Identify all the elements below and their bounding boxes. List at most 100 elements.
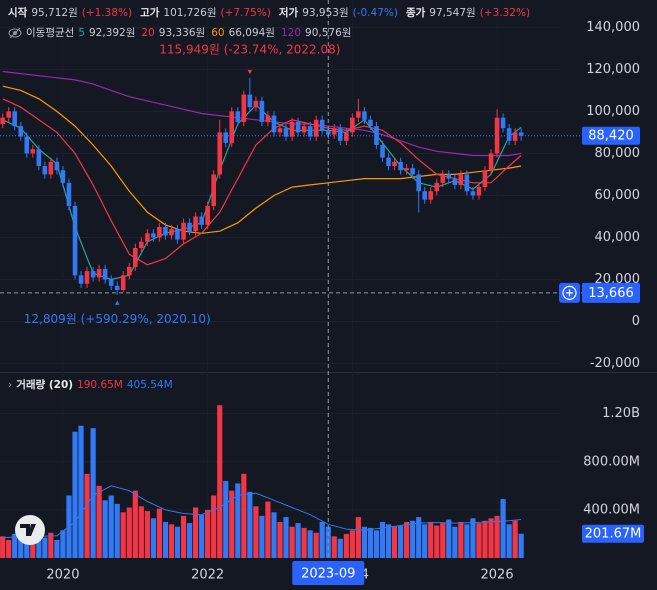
crosshair-x-label: 2023-09 xyxy=(301,567,355,582)
ma-period: 120 xyxy=(280,26,302,39)
volume-bar xyxy=(126,507,132,558)
ohlc-value: 101,726원 xyxy=(163,7,217,19)
candle-body xyxy=(211,174,216,206)
ma-value: 92,392원 xyxy=(89,27,136,39)
candle-body xyxy=(494,117,500,154)
volume-bar xyxy=(108,495,114,558)
volume-bar xyxy=(440,523,446,558)
x-tick-label: 2020 xyxy=(46,568,79,583)
candle-body xyxy=(398,161,403,171)
volume-bar xyxy=(271,512,277,558)
volume-bar xyxy=(162,521,169,558)
candle-body xyxy=(482,170,488,188)
volume-bar xyxy=(428,521,434,558)
candle-body xyxy=(54,161,60,171)
volume-bar xyxy=(482,520,488,558)
candle-body xyxy=(223,132,229,143)
ohlc-change: (+1.38%) xyxy=(81,6,133,19)
volume-bar xyxy=(410,520,416,558)
volume-bar xyxy=(48,532,54,558)
volume-bar xyxy=(355,517,361,558)
logo-mark xyxy=(20,524,36,536)
candle-body xyxy=(434,182,440,192)
candle-body xyxy=(410,168,415,175)
collapse-icon[interactable]: › xyxy=(8,378,13,391)
candle-body xyxy=(72,205,78,276)
candle-body xyxy=(84,271,90,284)
volume-bar xyxy=(12,533,18,558)
volume-bar xyxy=(36,535,42,558)
volume-bar xyxy=(470,518,476,558)
volume-bar xyxy=(434,525,440,558)
volume-bar xyxy=(253,506,259,558)
volume-bar xyxy=(277,521,283,558)
ma-period: 5 xyxy=(78,26,85,39)
x-tick-label: 2026 xyxy=(481,568,514,583)
candle-body xyxy=(259,100,265,122)
volume-bar xyxy=(120,512,126,558)
candle-body xyxy=(66,182,72,206)
y-tick-label: 40,000 xyxy=(595,230,641,245)
volume-bar xyxy=(60,530,66,558)
volume-bar xyxy=(488,518,494,558)
ohlc-change: (-0.47%) xyxy=(352,6,398,19)
candle-body xyxy=(139,241,144,248)
volume-pane xyxy=(0,405,524,558)
high-annotation: 115,949원 (-23.74%, 2022.08) xyxy=(159,42,340,56)
volume-bar xyxy=(30,538,36,558)
volume-tick-label: 400.00M xyxy=(583,502,640,517)
volume-bar xyxy=(132,490,138,558)
candle-body xyxy=(193,216,198,232)
volume-bar xyxy=(446,519,452,558)
candle-body xyxy=(253,100,259,108)
volume-bar xyxy=(337,538,343,558)
volume-title: 거래량 (20) xyxy=(16,379,74,391)
volume-bar xyxy=(150,518,156,558)
volume-bar xyxy=(72,431,78,558)
volume-bar xyxy=(307,530,313,558)
candle-body xyxy=(60,170,66,183)
volume-bar xyxy=(518,533,524,558)
volume-bar xyxy=(391,526,398,558)
ma-value: 93,336원 xyxy=(158,27,206,39)
ma-line xyxy=(2,70,522,157)
candle-body xyxy=(350,117,355,133)
y-tick-label: 120,000 xyxy=(586,62,640,77)
candle-body xyxy=(24,136,30,154)
volume-bar xyxy=(458,521,464,558)
candle-body xyxy=(470,191,476,196)
volume-bar xyxy=(90,428,96,558)
candle-body xyxy=(157,226,162,238)
volume-legend: › 거래량 (20) 190.65M 405.54M xyxy=(8,377,173,392)
candle-body xyxy=(169,229,174,236)
volume-bar xyxy=(42,537,48,558)
crosshair-y-label: 13,666 xyxy=(588,286,634,301)
ohlc-label: 저가 xyxy=(278,7,299,19)
candle-body xyxy=(229,111,235,143)
volume-bar xyxy=(186,523,193,558)
last-volume-label: 201.67M xyxy=(585,527,642,542)
crosshair-add-button[interactable] xyxy=(559,282,580,303)
crosshair-y-box xyxy=(582,282,640,303)
volume-bar xyxy=(54,539,60,558)
volume-bar xyxy=(223,481,229,558)
volume-bar xyxy=(235,483,241,558)
low-annotation: 12,809원 (+590.29%, 2020.10) xyxy=(24,312,211,326)
volume-bar xyxy=(500,499,506,558)
high-marker: ▾ xyxy=(248,67,253,77)
volume-bar xyxy=(283,517,289,558)
last-price-box xyxy=(582,126,640,145)
volume-bar xyxy=(211,495,217,558)
volume-bar xyxy=(259,515,265,558)
volume-bar xyxy=(295,523,301,558)
candle-body xyxy=(325,130,331,135)
candle-body xyxy=(404,168,409,171)
volume-bar xyxy=(379,521,386,558)
candle-body xyxy=(145,233,150,242)
volume-bar xyxy=(494,515,500,558)
volume-bar xyxy=(361,526,368,558)
candle-body xyxy=(247,94,253,108)
candle-body xyxy=(488,153,494,171)
eye-icon[interactable] xyxy=(8,27,22,39)
candle-body xyxy=(205,205,210,225)
